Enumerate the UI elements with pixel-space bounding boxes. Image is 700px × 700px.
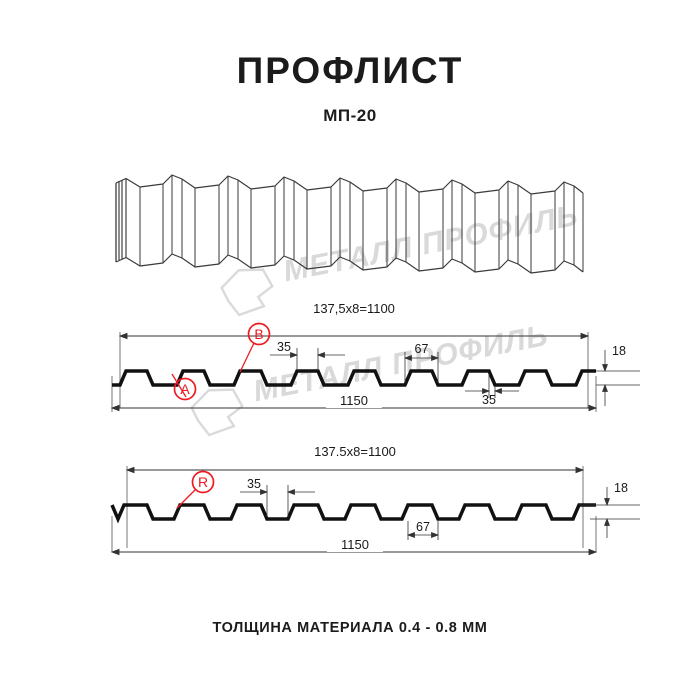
dim-pitch-top-label: 137,5x8=1100: [313, 301, 395, 316]
dim-valley-top: [465, 373, 519, 398]
watermark-text: МЕТАЛЛ ПРОФИЛЬ: [251, 319, 551, 409]
page-title: ПРОФЛИСТ: [236, 50, 464, 91]
cross-section-top: 137,5x8=1100 35 67: [110, 300, 640, 412]
callout-b-label: B: [254, 326, 263, 342]
dim-height-top-label: 18: [612, 344, 626, 358]
callout-a: A: [171, 373, 197, 401]
dim-flat-top-label: 67: [415, 342, 429, 356]
callout-a-label: A: [180, 381, 190, 397]
dim-overall-top-label: 1150: [340, 393, 368, 408]
model-subtitle: МП-20: [323, 106, 377, 125]
callout-b: B: [239, 322, 271, 373]
dim-flat-bottom-label: 67: [416, 520, 430, 534]
dim-pitch-bottom: [125, 466, 585, 474]
dim-crest-bottom-label: 35: [247, 477, 261, 491]
dim-height-top: [596, 350, 640, 406]
material-thickness-note: ТОЛЩИНА МАТЕРИАЛА 0.4 - 0.8 ММ: [212, 620, 488, 636]
cross-section-bottom: 137.5x8=1100 35 67: [110, 443, 640, 556]
profile-outline-top: [112, 369, 596, 387]
dim-pitch-bottom-label: 137.5x8=1100: [314, 444, 396, 459]
watermark-logo: [190, 388, 244, 437]
dim-overall-bottom-label: 1150: [341, 537, 369, 552]
dim-valley-top-label: 35: [482, 393, 496, 407]
profile-outline-bottom: [110, 503, 596, 524]
dim-crest-top-label: 35: [277, 340, 291, 354]
page-header: ПРОФЛИСТ МП-20: [0, 52, 700, 126]
callout-r-label: R: [198, 474, 208, 490]
dim-height-bottom-label: 18: [614, 481, 628, 495]
callout-r: R: [176, 470, 215, 509]
dim-flat-bottom: [406, 521, 440, 540]
dim-crest-top: [270, 348, 345, 369]
dim-height-bottom: [579, 487, 640, 538]
watermark-logo: [220, 268, 274, 317]
dim-crest-bottom: [240, 485, 315, 517]
watermark-text: МЕТАЛЛ ПРОФИЛЬ: [281, 199, 581, 289]
dim-pitch-top: [118, 332, 590, 340]
isometric-sheet: [115, 174, 584, 274]
watermark-group: МЕТАЛЛ ПРОФИЛЬ МЕТАЛЛ ПРОФИЛЬ: [190, 199, 581, 437]
dim-flat-top: [403, 352, 440, 383]
